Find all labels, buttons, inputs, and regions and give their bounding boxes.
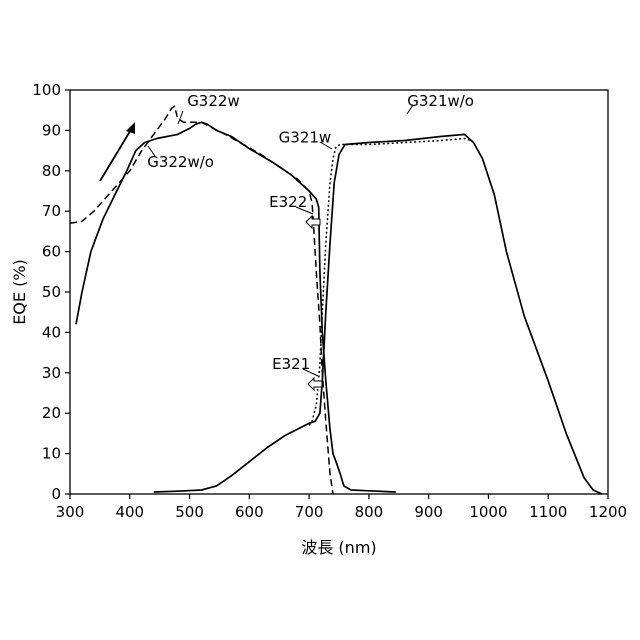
y-tick-label: 80 [42,162,61,180]
y-axis-label: EQE (%) [10,259,29,325]
x-tick-label: 1100 [529,503,567,521]
x-tick-label: 600 [235,503,264,521]
annotation-label: G321w/o [407,92,474,110]
y-tick-label: 100 [32,81,61,99]
y-tick-label: 20 [42,404,61,422]
x-tick-label: 500 [175,503,204,521]
annotation-label: G322w/o [147,153,214,171]
x-tick-label: 900 [414,503,443,521]
y-tick-label: 60 [42,243,61,261]
x-tick-label: 1000 [469,503,507,521]
arrow-icon [100,122,135,181]
y-tick-label: 90 [42,121,61,139]
y-tick-label: 10 [42,445,61,463]
e321-marker-icon [308,378,322,390]
y-tick-label: 50 [42,283,61,301]
x-tick-label: 300 [56,503,85,521]
annotation-label: G322w [187,92,240,110]
x-axis-label: 波長 (nm) [301,538,376,557]
x-tick-label: 700 [295,503,324,521]
x-tick-label: 400 [115,503,144,521]
y-tick-label: 40 [42,323,61,341]
annotation-label: G321w [279,129,332,147]
annotation-label: E321 [272,355,310,373]
x-tick-label: 800 [355,503,384,521]
y-tick-label: 30 [42,364,61,382]
series-line-g321w [309,139,470,426]
series-line-g321wo [154,134,602,494]
annotation-group: G322w G322w/o G321w G321w/o E322 E321 [100,92,474,390]
y-tick-label: 70 [42,202,61,220]
x-tick-label: 1200 [589,503,627,521]
y-tick-label: 0 [51,485,61,503]
annotation-label: E322 [269,193,307,211]
